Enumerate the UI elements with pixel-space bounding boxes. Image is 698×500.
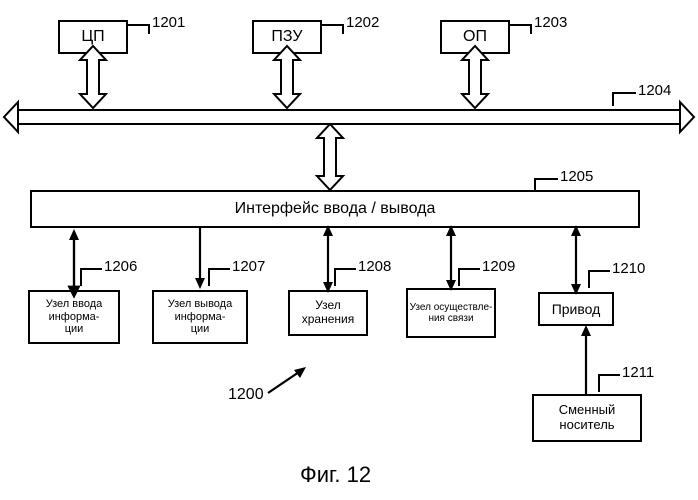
flag-1209-line: [460, 268, 480, 270]
ref-1203: 1203: [534, 14, 567, 31]
flag-1206-stem: [80, 268, 82, 286]
ref-1207: 1207: [232, 258, 265, 275]
flag-1204-stem: [612, 92, 614, 106]
ref-1210: 1210: [612, 260, 645, 277]
flag-1201-line: [128, 24, 150, 26]
flag-1208-line: [336, 268, 356, 270]
flag-1204-line: [614, 92, 636, 94]
wide-arrow-cpu: [80, 46, 106, 108]
flag-1203-line: [510, 24, 532, 26]
flag-1209-stem: [458, 268, 460, 286]
figure-caption: Фиг. 12: [300, 462, 371, 488]
ref-1202: 1202: [346, 14, 379, 31]
flag-1208-stem: [334, 268, 336, 286]
ref-1201: 1201: [152, 14, 185, 31]
flag-1202-line: [322, 24, 344, 26]
flag-1207-line: [210, 268, 230, 270]
diagram-canvas: ЦП ПЗУ ОП Интерфейс ввода / вывода Узел …: [0, 0, 698, 500]
flag-1207-stem: [208, 268, 210, 286]
flag-1201-stem: [148, 24, 150, 34]
wide-arrow-bus-io: [317, 124, 343, 190]
ref-1211: 1211: [622, 364, 654, 381]
flag-1210-stem: [588, 270, 590, 288]
flag-1205-stem: [534, 178, 536, 190]
ref-1209: 1209: [482, 258, 515, 275]
ref-1206: 1206: [104, 258, 137, 275]
flag-1211-line: [600, 374, 620, 376]
flag-1210-line: [590, 270, 610, 272]
flag-1203-stem: [530, 24, 532, 34]
arrows-layer: [0, 0, 698, 500]
flag-1205-line: [536, 178, 558, 180]
ref-1200: 1200: [228, 386, 264, 404]
flag-1211-stem: [598, 374, 600, 392]
ref-1208: 1208: [358, 258, 391, 275]
wide-arrow-ram: [462, 46, 488, 108]
flag-1202-stem: [342, 24, 344, 34]
ref-1204: 1204: [638, 82, 671, 99]
ref-1205: 1205: [560, 168, 593, 185]
wide-arrow-rom: [274, 46, 300, 108]
flag-1206-line: [82, 268, 102, 270]
